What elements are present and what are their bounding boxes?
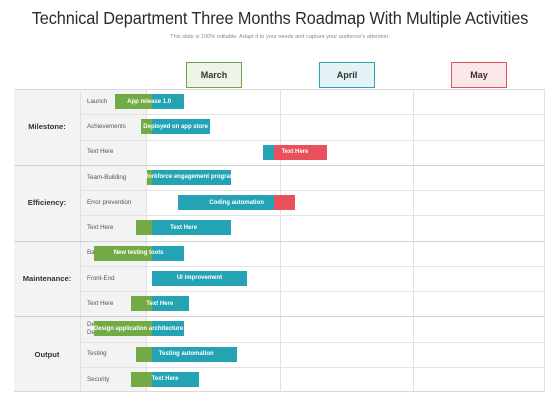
activity-bar: Testing automation (135, 346, 237, 362)
row-divider (80, 190, 544, 191)
month-april: April (319, 62, 375, 88)
group-divider (14, 164, 544, 166)
row-label: Testing (87, 350, 107, 358)
activity-bar-label: Coding automation (209, 199, 264, 206)
bar-segment-green (130, 296, 152, 312)
bar-segment-teal (151, 371, 200, 387)
row-divider (80, 366, 544, 368)
row-label: Launch (87, 97, 108, 105)
row-divider (80, 341, 544, 343)
row-label: Team-Building (87, 173, 127, 181)
bar-segment-teal (151, 296, 189, 312)
activity-bar-label: UI improvement (176, 275, 223, 282)
activity-bar-label: Text Here (151, 376, 179, 383)
bar-segment-green (146, 169, 152, 185)
bar-segment-red (273, 195, 295, 211)
row-label: Text Here (87, 148, 114, 156)
row-divider (80, 291, 544, 292)
activity-bar: App release 1.0 (114, 94, 184, 110)
grid-vline (544, 89, 545, 392)
activity-bar-label: App release 1.0 (127, 98, 172, 105)
group-divider (14, 240, 544, 242)
activity-bar-label: Deployed on app store (143, 123, 208, 130)
activity-bar-label: Text Here (170, 224, 198, 231)
activity-bar-label: Design application architecture (93, 325, 184, 332)
bar-segment-green (135, 346, 152, 362)
bar-segment-green (141, 119, 152, 135)
bar-segment-green (114, 94, 152, 110)
row-label: Front-End (87, 274, 115, 282)
row-label: Text Here (87, 299, 114, 307)
activity-bar: Text Here (130, 296, 189, 312)
activity-bar-label: Workforce engagement program (142, 174, 236, 181)
row-label: Error prevention (87, 198, 132, 206)
month-march: March (186, 62, 242, 88)
activity-bar: Deployed on app store (141, 119, 211, 135)
row-label: Security (87, 375, 110, 383)
group-label: Efficiency: (27, 198, 67, 208)
activity-bar: Design application architecture (93, 321, 184, 337)
bar-segment-teal (151, 346, 237, 362)
bar-segment-teal (151, 245, 184, 261)
row-label: Achievements (87, 123, 126, 130)
activity-bar: Workforce engagement program (143, 169, 235, 185)
bar-segment-teal (151, 220, 232, 236)
activity-bar: UI improvement (151, 270, 248, 286)
activity-bar: Text Here (135, 220, 232, 236)
group-label: Milestone: (28, 122, 66, 132)
activity-bar: Text Here (263, 144, 327, 160)
bar-segment-red (273, 144, 327, 160)
bar-segment-teal (263, 144, 274, 160)
activity-bar: Text Here (130, 371, 200, 387)
activity-bar-label: Text Here (281, 149, 309, 156)
bar-segment-teal (178, 195, 274, 211)
activity-bar-label: New testing tools (113, 250, 164, 257)
group-label: Output (34, 349, 60, 359)
row-divider (80, 215, 544, 217)
bar-segment-teal (151, 321, 184, 337)
slide-title: Technical Department Three Months Roadma… (31, 8, 529, 28)
bar-segment-green (93, 321, 152, 337)
row-divider (80, 114, 544, 116)
activity-bar-label: Text Here (146, 300, 174, 307)
activity-bar: New testing tools (93, 245, 184, 261)
bar-segment-teal (151, 169, 232, 185)
bar-segment-teal (151, 270, 248, 286)
row-divider (80, 265, 544, 267)
group-divider (14, 316, 544, 318)
bar-segment-green (93, 245, 152, 261)
group-label: Maintenance: (22, 273, 72, 283)
activity-bar: Coding automation (178, 195, 295, 211)
row-divider (80, 139, 544, 141)
bar-segment-green (135, 220, 152, 236)
row-label: Text Here (87, 224, 114, 231)
roadmap-grid (14, 89, 544, 392)
activity-bar-label: Testing automation (158, 351, 214, 358)
bar-segment-teal (151, 119, 211, 135)
slide-subtitle: This slide is 100% editable. Adapt it to… (170, 34, 390, 40)
bar-segment-green (130, 371, 152, 387)
bar-segment-teal (151, 94, 184, 110)
month-may: May (451, 62, 507, 88)
